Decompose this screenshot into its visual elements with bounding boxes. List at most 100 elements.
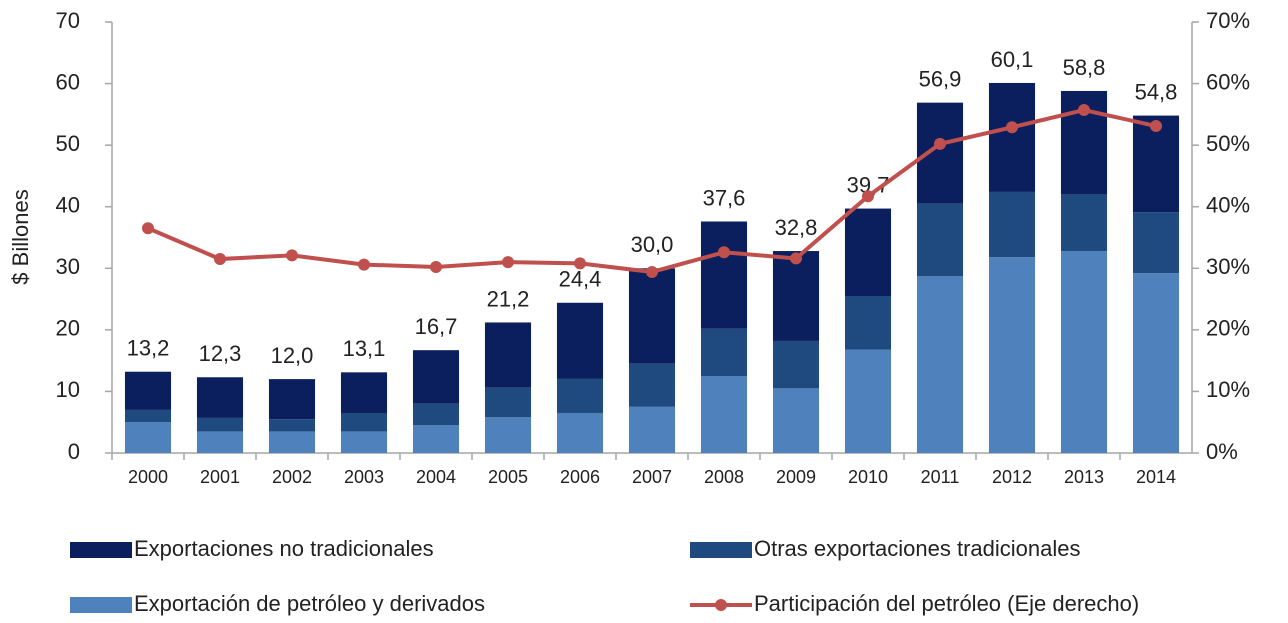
x-tick-label: 2013 [1064,467,1104,487]
bar-segment [700,328,748,377]
legend-swatch [70,597,132,613]
x-tick-label: 2007 [632,467,672,487]
bar-segment [196,431,244,453]
y-tick-label: 0 [68,439,80,464]
bar-segment [484,417,532,453]
bar-segment [268,379,316,420]
line-point [358,258,370,271]
line-point [574,257,586,270]
bar-segment [484,387,532,418]
x-tick-label: 2008 [704,467,744,487]
bar-segment [556,378,604,413]
bar-segment [988,82,1036,192]
line-point [1006,121,1018,134]
legend-label: Exportación de petróleo y derivados [134,591,485,616]
y2-tick-label: 70% [1206,8,1250,33]
bar-segment [268,431,316,453]
x-tick-label: 2000 [128,467,168,487]
bar-segment [340,431,388,453]
bar-segment [844,208,892,296]
y2-tick-label: 0% [1206,439,1238,464]
total-label: 58,8 [1063,55,1106,80]
line-point [934,137,946,150]
bar-segment [412,403,460,426]
bar-segment [484,322,532,388]
y2-tick-label: 40% [1206,193,1250,218]
bar-segment [772,388,820,453]
y-tick-label: 10 [56,377,80,402]
y2-tick-label: 30% [1206,254,1250,279]
x-tick-label: 2002 [272,467,312,487]
bar-segment [628,268,676,364]
x-tick-label: 2012 [992,467,1032,487]
bar-segment [556,412,604,453]
bar-segment [700,221,748,329]
y-axis-label: $ Billones [8,189,33,284]
total-label: 16,7 [415,314,458,339]
bar-segment [628,406,676,453]
y-tick-label: 60 [56,69,80,94]
total-label: 24,4 [559,267,602,292]
y-tick-label: 20 [56,316,80,341]
line-point [142,222,154,235]
total-label: 37,6 [703,185,746,210]
total-label: 21,2 [487,286,530,311]
x-tick-label: 2005 [488,467,528,487]
bar-segment [916,203,964,277]
bar-segment [700,376,748,453]
x-tick-label: 2014 [1136,467,1176,487]
total-label: 13,2 [127,336,170,361]
y2-tick-label: 20% [1206,316,1250,341]
line-point [1150,120,1162,133]
x-tick-label: 2010 [848,467,888,487]
x-tick-label: 2004 [416,467,456,487]
bar-segment [628,363,676,407]
legend-swatch [70,542,132,558]
bar-segment [196,417,244,432]
line-point [286,249,298,262]
line-point [862,190,874,203]
y2-tick-label: 60% [1206,69,1250,94]
x-tick-label: 2003 [344,467,384,487]
y-tick-label: 30 [56,254,80,279]
total-label: 12,3 [199,341,242,366]
bar-segment [1132,212,1180,274]
bar-segment [1060,194,1108,252]
bar-segment [412,350,460,404]
total-label: 60,1 [991,47,1034,72]
x-tick-label: 2006 [560,467,600,487]
legend-swatch [715,599,727,611]
x-tick-label: 2011 [921,467,960,487]
bar-segment [988,191,1036,258]
bar-segment [1132,273,1180,453]
line-point [214,253,226,266]
y-tick-label: 50 [56,131,80,156]
y-tick-label: 40 [56,193,80,218]
legend-label: Otras exportaciones tradicionales [754,536,1081,561]
bar-segment [844,349,892,453]
y2-tick-label: 10% [1206,377,1250,402]
total-label: 12,0 [271,343,314,368]
y2-tick-label: 50% [1206,131,1250,156]
bar-segment [1060,251,1108,453]
line-point [430,261,442,274]
bar-segment [772,340,820,389]
x-tick-label: 2001 [200,467,240,487]
bar-segment [196,377,244,418]
bar-segment [916,102,964,204]
bar-segment [340,412,388,432]
bar-segment [412,425,460,453]
bar-segment [124,422,172,453]
bar-segment [340,372,388,413]
bar-segment [124,371,172,410]
line-point [718,246,730,259]
bar-segment [268,419,316,432]
line-point [1078,104,1090,117]
total-label: 54,8 [1135,79,1178,104]
bar-segment [988,257,1036,453]
total-label: 13,1 [343,336,386,361]
bar-segment [124,409,172,423]
line-point [646,265,658,278]
legend-swatch [690,542,752,558]
